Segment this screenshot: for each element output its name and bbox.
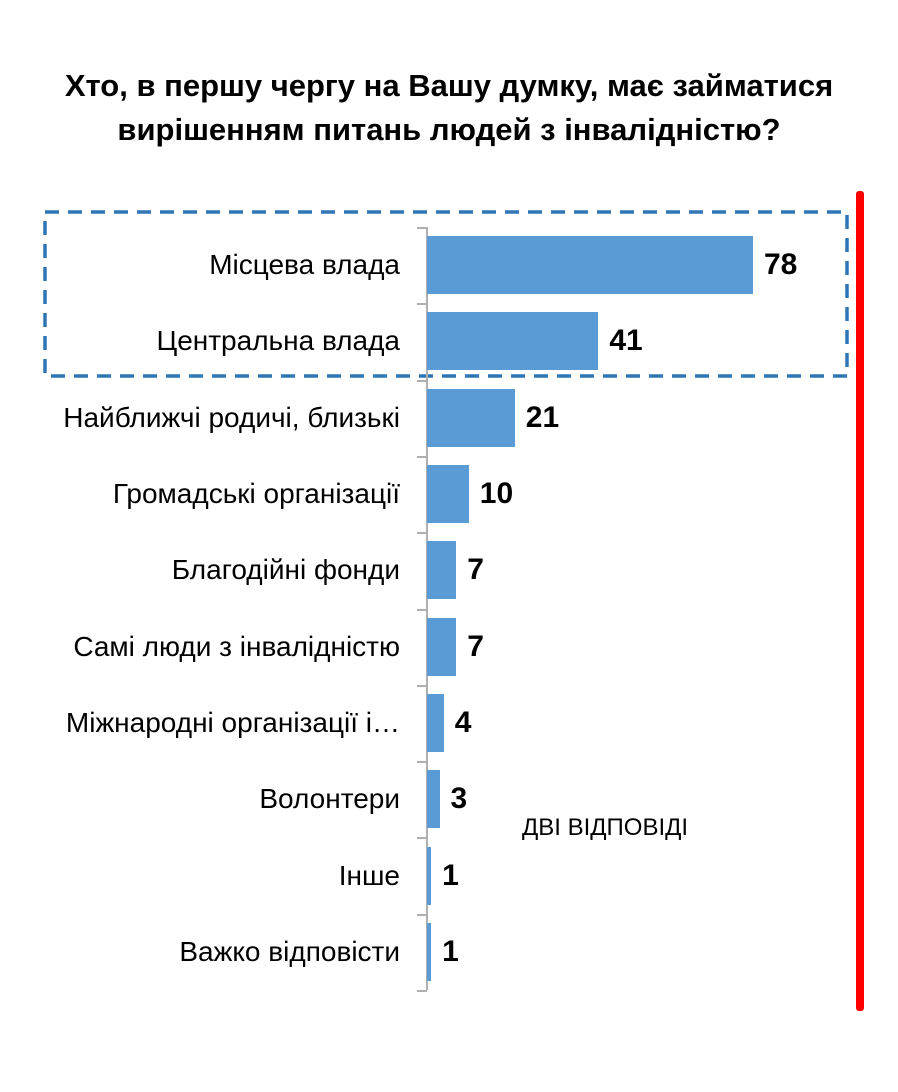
category-label: Самі люди з інвалідністю	[73, 630, 400, 662]
value-label: 41	[609, 324, 643, 358]
chart-row: Центральна влада 41	[0, 303, 898, 379]
axis-tick	[417, 684, 427, 687]
axis-tick	[417, 227, 427, 229]
chart-row: Самі люди з інвалідністю 7	[0, 608, 898, 684]
chart-row: Громадські організації 10	[0, 456, 898, 532]
bar	[427, 693, 444, 752]
chart-row: Місцева влада 78	[0, 227, 898, 303]
highlight-box	[43, 210, 849, 378]
chart-title: Хто, в першу чергу на Вашу думку, має за…	[0, 64, 898, 152]
value-label: 21	[525, 400, 560, 434]
chart-row: Важко відповісти 1	[0, 914, 898, 990]
chart-title-line-2: вирішенням питань людей з інвалідністю?	[117, 112, 781, 148]
chart-row: Найближчі родичі, близькі 21	[0, 380, 898, 456]
axis-tick	[417, 455, 427, 458]
red-line-marker	[856, 191, 864, 1011]
bar	[427, 922, 432, 981]
bar	[427, 541, 457, 600]
axis-tick	[417, 837, 427, 840]
y-axis	[426, 227, 428, 990]
axis-tick	[417, 990, 427, 992]
axis-tick	[417, 379, 427, 382]
annotation-two-answers: ДВІ ВІДПОВІДІ	[522, 814, 689, 841]
category-label: Важко відповісти	[179, 935, 400, 967]
category-label: Центральна влада	[156, 325, 400, 357]
value-label: 1	[442, 858, 459, 892]
category-label: Найближчі родичі, близькі	[63, 401, 400, 433]
bar	[427, 236, 753, 295]
bar	[427, 388, 515, 447]
category-label: Громадські організації	[112, 478, 400, 510]
axis-tick	[417, 532, 427, 535]
bar	[427, 617, 457, 676]
category-label: Волонтери	[259, 783, 400, 815]
chart-row: Міжнародні організації і… 4	[0, 685, 898, 761]
bar	[427, 770, 440, 829]
value-label: 4	[454, 705, 472, 739]
value-label: 1	[442, 934, 459, 968]
chart-row: Волонтери 3	[0, 761, 898, 837]
bar	[427, 465, 469, 524]
value-label: 3	[450, 782, 468, 816]
value-label: 78	[764, 248, 798, 282]
category-label: Місцева влада	[209, 249, 400, 281]
value-label: 10	[479, 477, 514, 511]
axis-tick	[417, 761, 427, 764]
chart-row: Благодійні фонди 7	[0, 532, 898, 608]
category-label: Міжнародні організації і…	[65, 706, 400, 738]
axis-tick	[417, 608, 427, 611]
axis-tick	[417, 913, 427, 916]
category-label: Благодійні фонди	[171, 554, 400, 586]
chart-title-line-1: Хто, в першу чергу на Вашу думку, має за…	[64, 68, 834, 103]
chart-row: Інше 1	[0, 837, 898, 913]
value-label: 7	[467, 553, 484, 587]
axis-tick	[417, 303, 427, 306]
category-label: Інше	[338, 859, 400, 891]
bar	[427, 312, 599, 371]
value-label: 7	[467, 629, 484, 663]
plot-area: Місцева влада 78 Центральна влада 41 Найближ…	[0, 227, 898, 990]
bar	[427, 846, 432, 905]
